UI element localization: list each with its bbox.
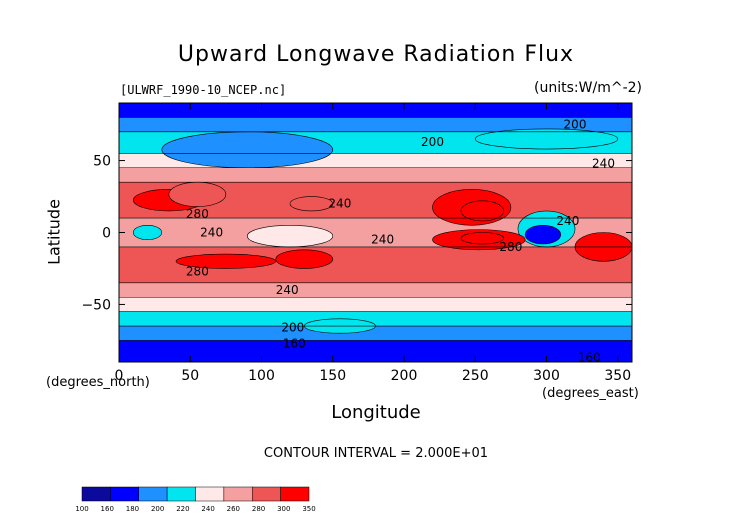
colorbar-swatch: [280, 486, 310, 502]
colorbar-tick-label: 100: [75, 505, 88, 513]
contour-label: 240: [276, 283, 299, 297]
y-axis-label: Latitude: [44, 199, 64, 265]
latitude-band: [119, 326, 632, 341]
field-feature: [289, 196, 334, 212]
file-label: [ULWRF_1990-10_NCEP.nc]: [120, 83, 287, 97]
contour-label: 280: [186, 207, 209, 221]
colorbar-tick-label: 160: [101, 505, 114, 513]
field-feature: [161, 131, 334, 169]
colorbar-tick-label: 200: [151, 505, 164, 513]
colorbar-swatch: [110, 486, 139, 502]
contour-label: 240: [200, 226, 223, 240]
colorbar-tick-label: 180: [126, 505, 139, 513]
field-feature: [168, 181, 227, 207]
x-tick-label: 200: [391, 368, 418, 384]
latitude-band: [119, 103, 632, 118]
contour-labels: 200 200 240 280 240 240 240 280 240 280 240 200 160 1…: [186, 118, 615, 365]
colorbar: 100 160 180 200 220 240 260 280 300 350: [75, 486, 316, 513]
x-tick-label: 350: [604, 368, 631, 384]
contour-label: 240: [328, 197, 351, 211]
contour-label: 240: [371, 233, 394, 247]
y-units-label: (degrees_east): [542, 386, 639, 401]
colorbar-swatch: [195, 486, 225, 502]
colorbar-swatch: [138, 486, 168, 502]
latitude-band: [119, 297, 632, 312]
field-feature: [275, 249, 334, 269]
field-feature: [524, 225, 562, 245]
field-feature: [175, 253, 277, 269]
contour-label: 280: [186, 264, 209, 278]
contour-interval: CONTOUR INTERVAL = 2.000E+01: [263, 446, 489, 461]
x-tick-label: 0: [115, 368, 124, 384]
colorbar-swatch: [81, 486, 111, 502]
contour-label: 200: [564, 118, 587, 132]
chart-title: Upward Longwave Radiation Flux: [177, 42, 575, 67]
y-tick-label: −50: [81, 297, 111, 313]
y-axis: −50 0 50: [81, 154, 632, 313]
x-tick-label: 50: [181, 368, 199, 384]
contour-label: 160: [283, 336, 306, 350]
colorbar-swatch: [223, 486, 253, 502]
contour-label: 160: [578, 351, 601, 365]
field-feature: [246, 225, 334, 248]
contour-label: 240: [556, 214, 579, 228]
contour-label: 200: [281, 320, 304, 334]
x-tick-label: 150: [319, 368, 346, 384]
y-tick-label: 0: [102, 226, 111, 242]
colorbar-tick-label: 240: [201, 505, 214, 513]
colorbar-tick-label: 280: [252, 505, 265, 513]
units-label: (units:W/m^-2): [534, 80, 642, 96]
latitude-band: [119, 340, 632, 362]
latitude-band: [119, 117, 632, 132]
y-tick-label: 50: [93, 154, 111, 170]
contour-label: 240: [592, 156, 615, 170]
latitude-band: [119, 167, 632, 183]
x-tick-label: 300: [533, 368, 560, 384]
contour-label: 200: [421, 135, 444, 149]
colorbar-tick-label: 220: [176, 505, 189, 513]
colorbar-tick-label: 350: [302, 505, 315, 513]
colorbar-tick-label: 300: [277, 505, 290, 513]
field-feature: [460, 200, 505, 222]
field-feature: [132, 225, 163, 240]
latitude-band: [119, 311, 632, 327]
colorbar-swatch: [252, 486, 281, 502]
latitude-band: [119, 282, 632, 298]
field-feature: [460, 232, 505, 245]
colorbar-tick-label: 260: [227, 505, 240, 513]
x-tick-label: 100: [248, 368, 275, 384]
field-feature: [474, 128, 619, 150]
heatmap-field: [119, 103, 632, 362]
colorbar-swatch: [166, 486, 196, 502]
x-axis-label: Longitude: [331, 402, 421, 423]
x-axis: 0 50 100 150 200 250 300 350: [115, 103, 631, 384]
x-units-label: (degrees_north): [46, 375, 150, 390]
x-tick-label: 250: [462, 368, 489, 384]
contour-label: 280: [499, 240, 522, 254]
